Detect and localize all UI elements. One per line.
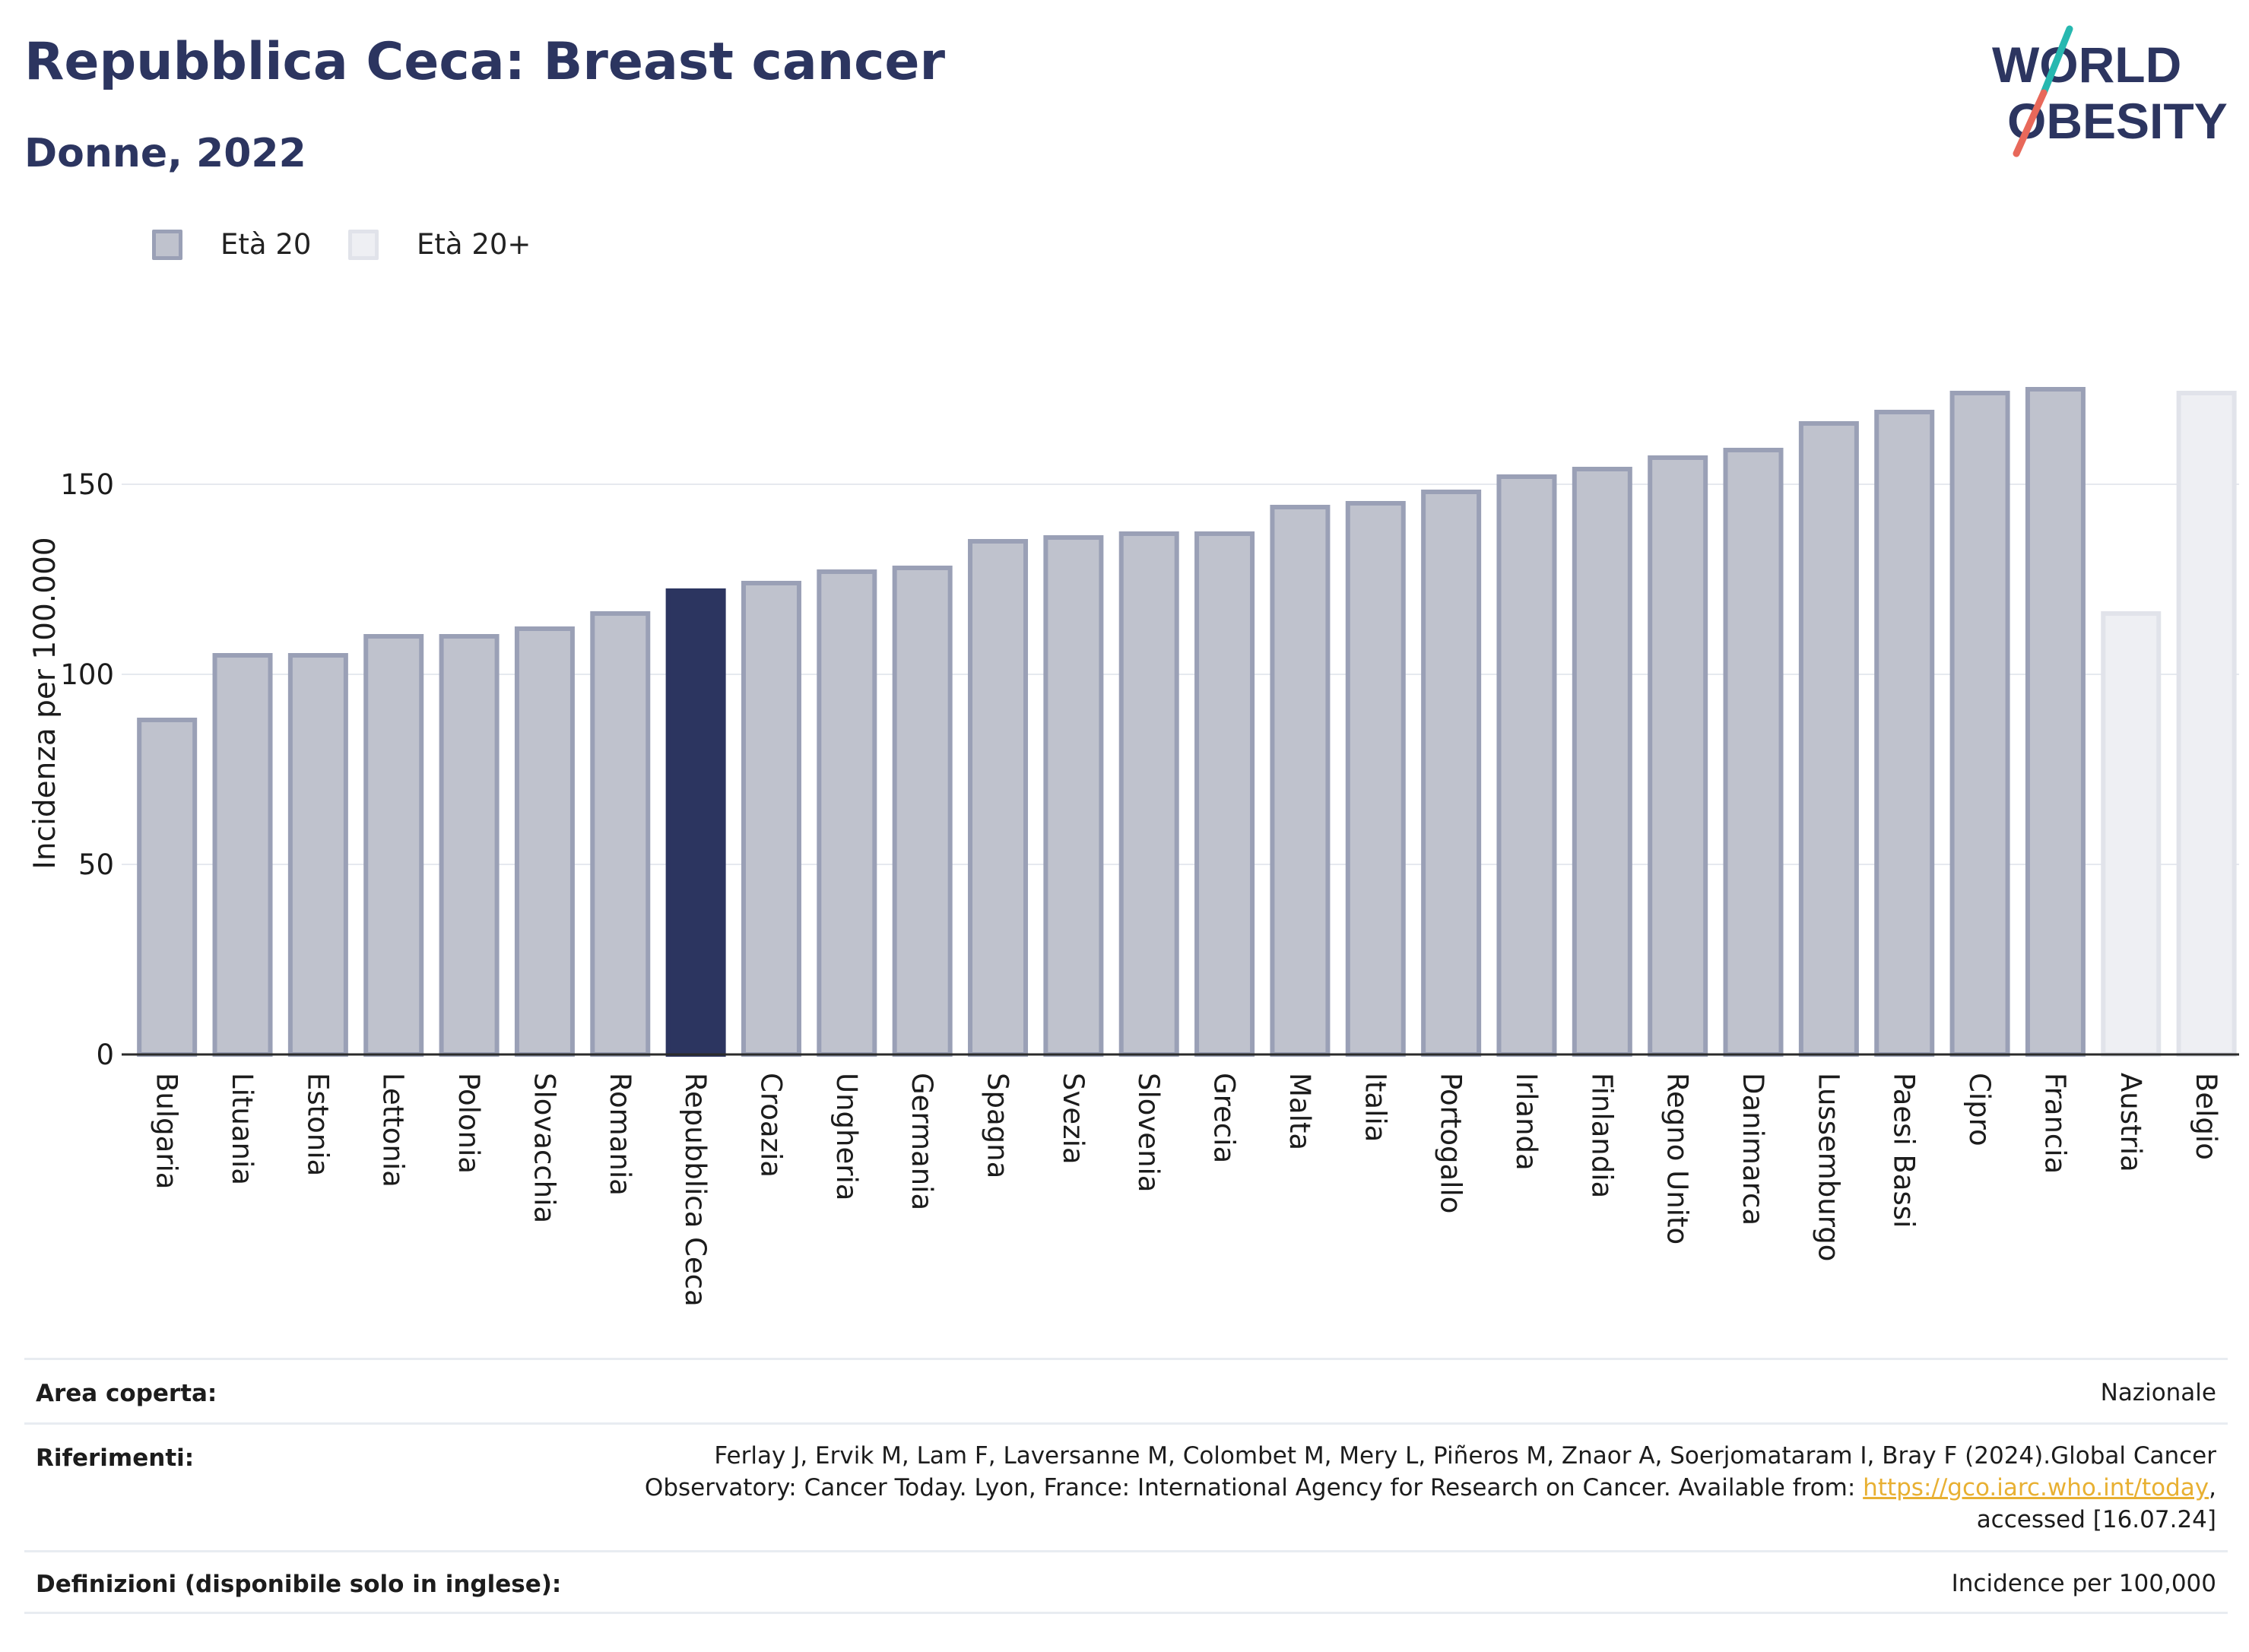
bar-paesi-bassi[interactable] — [1874, 410, 1935, 1057]
world-obesity-logo: WORLD OBESITY — [1992, 25, 2228, 157]
reference-line-2-text: Observatory: Cancer Today. Lyon, France:… — [644, 1474, 1864, 1501]
reference-link[interactable]: https://gco.iarc.who.int/today — [1863, 1474, 2209, 1501]
bar-francia[interactable] — [2025, 387, 2086, 1057]
info-table: Area coperta: Nazionale Riferimenti: Fer… — [24, 1358, 2228, 1614]
y-tick-label: 0 — [96, 1038, 114, 1071]
x-tick-label: Repubblica Ceca — [679, 1073, 712, 1307]
bar-lettonia[interactable] — [363, 634, 424, 1057]
info-value-references: Ferlay J, Ervik M, Lam F, Laversanne M, … — [645, 1440, 2216, 1536]
info-key-definitions: Definizioni (disponibile solo in inglese… — [36, 1571, 562, 1598]
bar-estonia[interactable] — [287, 653, 348, 1057]
x-tick-label: Ungheria — [830, 1073, 863, 1200]
bar-danimarca[interactable] — [1723, 448, 1784, 1057]
bar-lussemburgo[interactable] — [1798, 421, 1859, 1057]
bar-regno-unito[interactable] — [1648, 455, 1708, 1057]
x-tick-label: Finlandia — [1585, 1073, 1618, 1198]
legend-swatch-age20plus — [348, 230, 379, 260]
info-key-references: Riferimenti: — [36, 1444, 195, 1472]
x-tick-label: Germania — [906, 1073, 938, 1210]
y-tick-label: 100 — [60, 658, 114, 691]
logo-slash-bottom — [2013, 89, 2048, 157]
x-tick-label: Grecia — [1208, 1073, 1241, 1163]
reference-line-1: Ferlay J, Ervik M, Lam F, Laversanne M, … — [714, 1442, 2216, 1470]
legend-swatch-age20 — [152, 230, 182, 260]
chart-subtitle: Donne, 2022 — [24, 131, 306, 176]
x-tick-label: Slovacchia — [528, 1073, 560, 1223]
bar-austria[interactable] — [2101, 611, 2162, 1057]
x-tick-label: Cipro — [1963, 1073, 1996, 1146]
bar-svezia[interactable] — [1043, 535, 1104, 1057]
x-tick-label: Slovenia — [1132, 1073, 1165, 1192]
logo-slash-top — [2040, 25, 2073, 97]
bar-croazia[interactable] — [741, 581, 801, 1057]
logo-text-obesity: OBESITY — [2007, 93, 2228, 149]
legend-label-age20: Età 20 — [220, 228, 312, 261]
bar-chart: 0 50 100 150 Bulgaria Lituania Estonia Lettoni… — [28, 387, 2239, 1307]
x-tick-label: Regno Unito — [1661, 1073, 1694, 1245]
info-key-area: Area coperta: — [36, 1380, 217, 1407]
x-tick-label: Bulgaria — [151, 1073, 183, 1189]
bars — [137, 387, 2237, 1057]
bar-romania[interactable] — [590, 611, 651, 1057]
bar-italia[interactable] — [1345, 501, 1406, 1057]
bar-slovenia[interactable] — [1118, 531, 1179, 1057]
bar-ungheria[interactable] — [817, 569, 877, 1057]
bar-spagna[interactable] — [968, 539, 1029, 1057]
reference-line-3: accessed [16.07.24] — [1976, 1506, 2216, 1533]
y-axis-ticks: 0 50 100 150 — [60, 468, 114, 1071]
bar-malta[interactable] — [1270, 505, 1331, 1057]
bar-germania[interactable] — [892, 566, 953, 1057]
bar-finlandia[interactable] — [1572, 467, 1632, 1057]
x-tick-label: Francia — [2038, 1073, 2071, 1174]
legend-label-age20plus: Età 20+ — [417, 228, 531, 261]
info-row-definitions: Definizioni (disponibile solo in inglese… — [24, 1550, 2228, 1614]
logo-text-world: WORLD — [1992, 36, 2181, 93]
bar-repubblica-ceca[interactable] — [665, 588, 726, 1057]
y-tick-label: 50 — [78, 848, 114, 881]
bar-belgio[interactable] — [2176, 391, 2237, 1057]
bar-cipro[interactable] — [1949, 391, 2010, 1057]
x-tick-label: Croazia — [754, 1073, 787, 1178]
x-tick-label: Polonia — [452, 1073, 485, 1174]
x-tick-label: Romania — [604, 1073, 636, 1196]
x-tick-label: Estonia — [301, 1073, 334, 1176]
bar-polonia[interactable] — [439, 634, 500, 1057]
bar-grecia[interactable] — [1194, 531, 1255, 1057]
x-tick-label: Danimarca — [1737, 1073, 1769, 1226]
x-tick-label: Spagna — [982, 1073, 1014, 1178]
x-tick-label: Lettonia — [377, 1073, 410, 1187]
x-tick-label: Svezia — [1057, 1073, 1090, 1165]
x-tick-label: Austria — [2114, 1073, 2147, 1172]
bar-bulgaria[interactable] — [137, 718, 198, 1057]
bar-lituania[interactable] — [212, 653, 273, 1057]
x-tick-label: Belgio — [2190, 1073, 2222, 1160]
chart-title: Repubblica Ceca: Breast cancer — [24, 32, 946, 92]
info-row-references: Riferimenti: Ferlay J, Ervik M, Lam F, L… — [24, 1422, 2228, 1550]
x-tick-label: Lituania — [226, 1073, 259, 1185]
y-axis-label: Incidenza per 100.000 — [28, 537, 62, 869]
info-row-area: Area coperta: Nazionale — [24, 1358, 2228, 1422]
info-value-area: Nazionale — [2100, 1379, 2216, 1406]
bar-portogallo[interactable] — [1421, 490, 1482, 1057]
bar-slovacchia[interactable] — [514, 626, 575, 1057]
x-tick-label: Lussemburgo — [1812, 1073, 1845, 1261]
info-value-definitions: Incidence per 100,000 — [1951, 1570, 2216, 1597]
x-tick-label: Italia — [1359, 1073, 1391, 1142]
x-tick-label: Malta — [1283, 1073, 1316, 1150]
reference-line-2: Observatory: Cancer Today. Lyon, France:… — [645, 1472, 2216, 1504]
bar-irlanda[interactable] — [1496, 474, 1557, 1057]
x-tick-label: Irlanda — [1510, 1073, 1543, 1171]
x-tick-label: Portogallo — [1435, 1073, 1467, 1213]
y-tick-label: 150 — [60, 468, 114, 501]
x-tick-label: Paesi Bassi — [1888, 1073, 1921, 1228]
x-axis-ticks: Bulgaria Lituania Estonia Lettonia Polonia Sl… — [151, 1073, 2222, 1307]
reference-line-2-comma: , — [2209, 1474, 2216, 1501]
